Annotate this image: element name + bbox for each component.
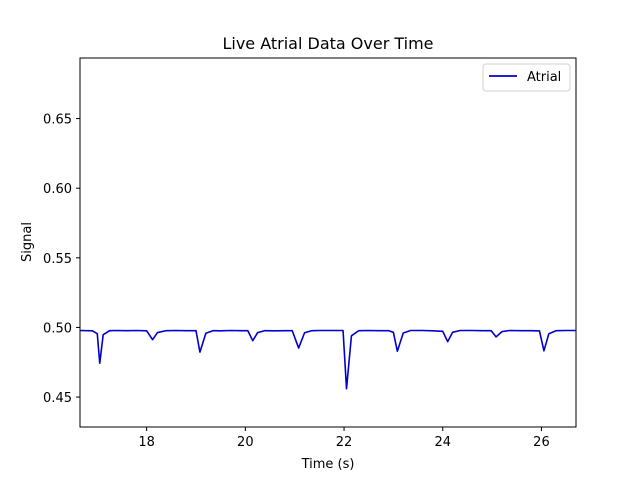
y-axis-label: Signal [20,222,35,262]
legend-label-atrial: Atrial [527,70,561,85]
x-tick-label: 22 [336,435,353,450]
plot-frame [79,57,577,428]
series-line-atrial [79,329,576,390]
legend: Atrial [482,63,571,92]
y-tick-label: 0.65 [43,113,72,128]
y-tick-label: 0.50 [43,321,72,336]
x-tick-label: 24 [434,435,451,450]
x-tick-label: 20 [237,435,254,450]
plot-background [80,58,576,427]
x-tick-label: 18 [138,435,155,450]
y-axis: 0.45 0.50 0.55 0.60 0.65 [43,113,80,406]
x-axis: 18 20 22 24 26 [138,427,550,450]
plot-area [79,57,577,428]
x-axis-label: Time (s) [301,457,355,472]
y-tick-label: 0.55 [43,252,72,267]
x-tick-label: 26 [533,435,550,450]
series-layer [79,329,576,390]
y-tick-label: 0.60 [43,182,72,197]
y-tick-label: 0.45 [43,391,72,406]
chart-title: Live Atrial Data Over Time [222,34,433,53]
legend-box [482,63,571,92]
